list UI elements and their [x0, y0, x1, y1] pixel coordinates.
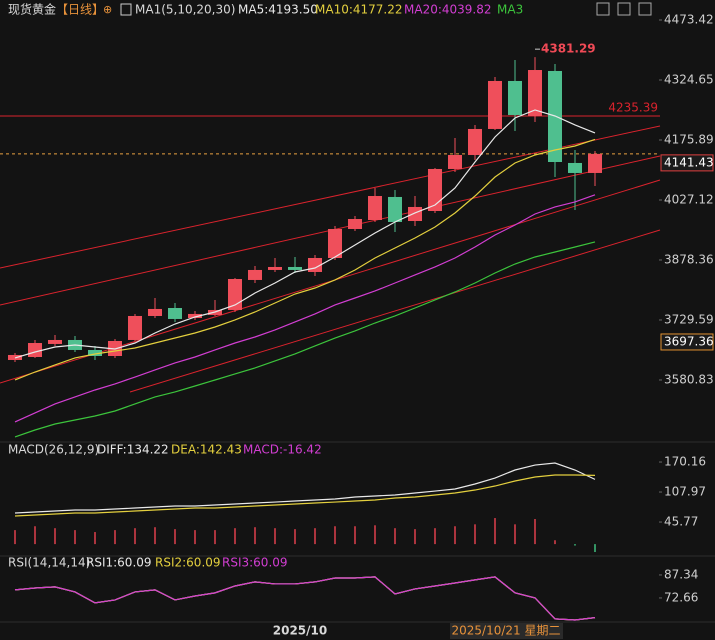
- candle-body: [28, 343, 42, 358]
- y-tick-label: 170.16: [664, 455, 706, 469]
- y-tick-label: 72.66: [664, 590, 698, 604]
- marker-price-box: [660, 333, 714, 351]
- legend-entry: RSI3:60.09: [222, 556, 288, 570]
- candle-body: [88, 349, 102, 356]
- y-tick-label: 4027.12: [664, 192, 714, 206]
- candle-body: [328, 228, 342, 258]
- candle-body: [588, 153, 602, 173]
- y-tick-label: 4175.89: [664, 132, 714, 146]
- series-line: [14, 462, 596, 514]
- candle-body: [448, 154, 462, 169]
- candle-body: [528, 70, 542, 116]
- y-tick-label: 107.97: [664, 485, 706, 499]
- symbol: 现货黄金: [8, 2, 56, 17]
- candle-body: [288, 266, 302, 270]
- y-tick-label: 3878.36: [664, 252, 714, 266]
- indicator-icon[interactable]: [120, 3, 132, 16]
- candle-body: [268, 266, 282, 270]
- high-label: 4381.29: [541, 42, 596, 56]
- legend-entry: RSI2:60.09: [155, 556, 221, 570]
- window-button[interactable]: [596, 2, 610, 16]
- legend-entry: MA20:4039.82: [404, 3, 492, 17]
- series-line: [14, 241, 596, 438]
- y-tick-label: 3580.83: [664, 372, 714, 386]
- candle-body: [408, 206, 422, 222]
- legend-entry: MACD:-16.42: [243, 443, 322, 457]
- candle-body: [248, 269, 262, 280]
- indicator-title: RSI(14,14,14): [8, 556, 90, 570]
- window-button[interactable]: [617, 2, 631, 16]
- series-line: [14, 474, 596, 517]
- legend-entry: DEA:142.43: [171, 443, 242, 457]
- legend-entry: MA3: [497, 3, 523, 17]
- candle-body: [508, 80, 522, 115]
- plot-area: 4473.42 4324.65 4175.89 4027.12 3878.36 3729.…: [0, 12, 714, 638]
- candle-body: [128, 315, 142, 340]
- cursor-box: [450, 623, 563, 639]
- level-label: 4235.39: [608, 100, 658, 114]
- candle-body: [468, 128, 482, 155]
- last-price-box: [660, 154, 714, 172]
- series-line: [14, 109, 596, 359]
- legend-entry: DIFF:134.22: [97, 443, 169, 457]
- candle-body: [488, 80, 502, 129]
- add-icon[interactable]: ⊕: [103, 3, 112, 16]
- marker-price-label: 3697.36: [664, 334, 714, 348]
- candle-body: [48, 339, 62, 344]
- candle-body: [168, 308, 182, 319]
- candle-body: [188, 313, 202, 319]
- window-button[interactable]: [638, 2, 652, 16]
- y-tick-label: 4473.42: [664, 12, 714, 26]
- y-tick-label: 4324.65: [664, 72, 714, 86]
- x-tick-label: 2025/10: [273, 624, 327, 638]
- trend-line: [129, 229, 661, 393]
- legend-entry: MA10:4177.22: [315, 3, 403, 17]
- period[interactable]: 【日线】: [56, 3, 104, 17]
- legend-entry: MA5:4193.50: [238, 3, 318, 17]
- y-tick-label: 87.34: [664, 567, 698, 581]
- series-line: [14, 194, 596, 423]
- y-tick-label: 3729.59: [664, 312, 714, 326]
- legend-entry: RSI1:60.09: [86, 556, 152, 570]
- indicator-title: MACD(26,12,9): [8, 443, 99, 457]
- candle-body: [148, 308, 162, 316]
- candle-body: [348, 218, 362, 229]
- last-price-label: 4141.43: [664, 155, 714, 169]
- series-line: [14, 138, 596, 381]
- indicator-title: MA1(5,10,20,30): [135, 3, 235, 17]
- y-tick-label: 45.77: [664, 515, 698, 529]
- candle-body: [368, 196, 382, 220]
- cursor-date: 2025/10/21 星期二: [452, 624, 561, 638]
- candle-body: [568, 162, 582, 173]
- candle-body: [428, 168, 442, 212]
- candle-body: [388, 196, 402, 222]
- series-line: [14, 576, 596, 621]
